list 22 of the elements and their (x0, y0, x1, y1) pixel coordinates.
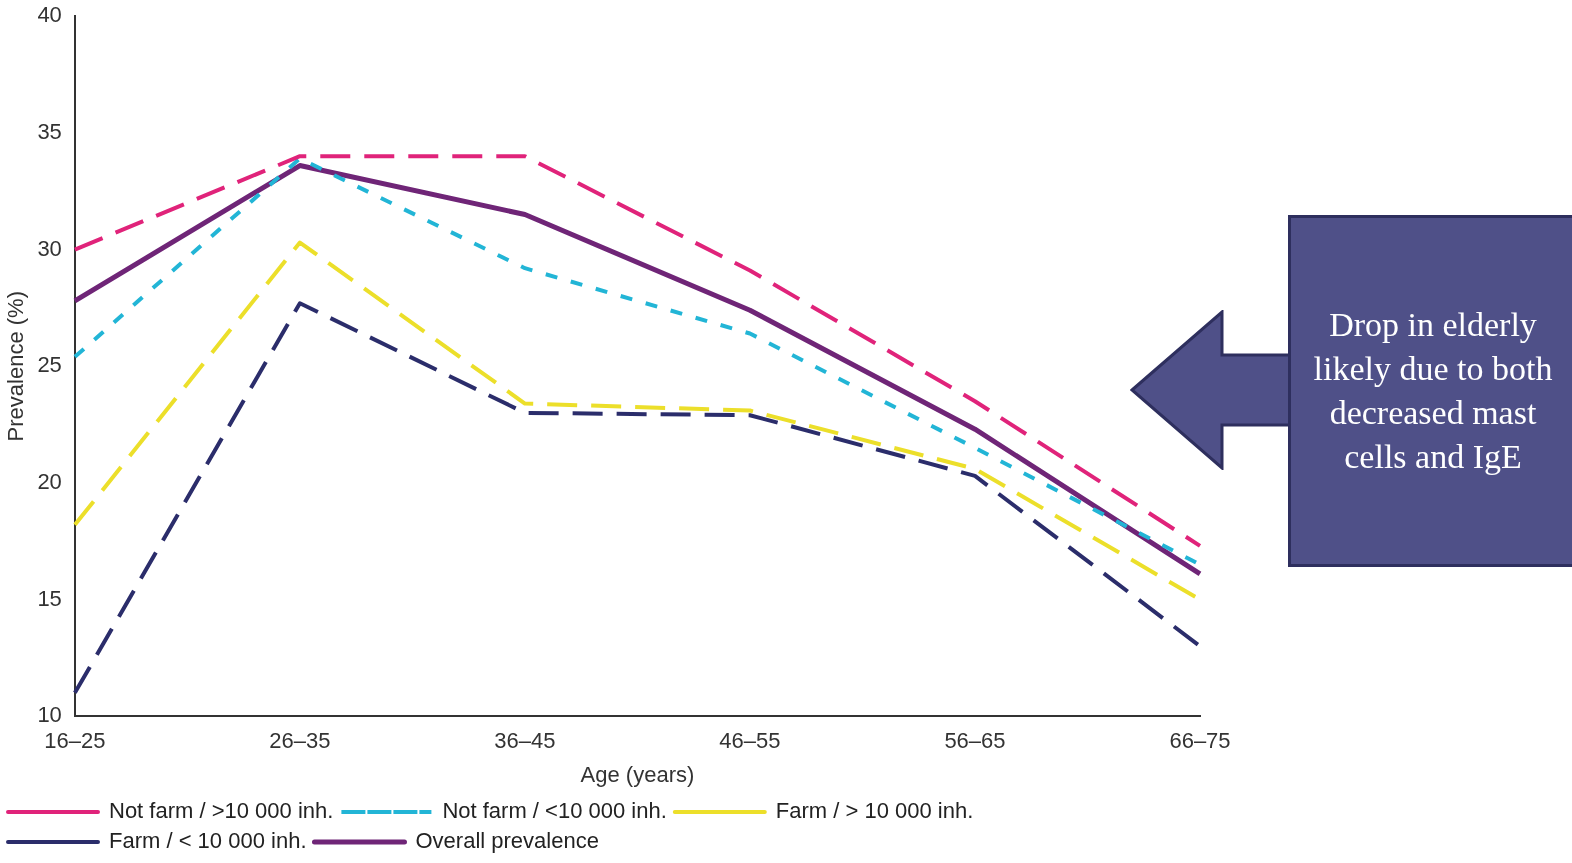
x-tick-label: 46–55 (719, 728, 781, 754)
x-tick-label: 66–75 (1169, 728, 1231, 754)
legend-label: Not farm / >10 000 inh. (109, 798, 334, 824)
line-series (72, 301, 1202, 695)
y-tick-label: 25 (37, 352, 62, 378)
x-tick-label: 26–35 (269, 728, 331, 754)
legend-label: Farm / > 10 000 inh. (775, 798, 974, 824)
callout-box: Drop in elderly likely due to both decreased mast cells and IgE (1288, 215, 1572, 567)
y-tick-label: 30 (37, 235, 62, 261)
legend-label: Not farm / <10 000 inh. (442, 798, 667, 824)
x-tick-label: 56–65 (944, 728, 1006, 754)
y-tick-label: 35 (37, 118, 62, 144)
x-tick-label: 36–45 (494, 728, 556, 754)
y-axis-title: Prevalence (%) (3, 291, 29, 442)
y-tick-label: 10 (37, 702, 62, 728)
y-tick-label: 40 (37, 2, 62, 28)
x-tick-label: 16–25 (44, 728, 106, 754)
legend-label: Overall prevalence (415, 828, 599, 854)
y-tick-label: 20 (37, 468, 62, 494)
x-axis-title: Age (years) (580, 761, 695, 787)
y-tick-label: 15 (37, 585, 62, 611)
legend-label: Farm / < 10 000 inh. (109, 828, 307, 854)
